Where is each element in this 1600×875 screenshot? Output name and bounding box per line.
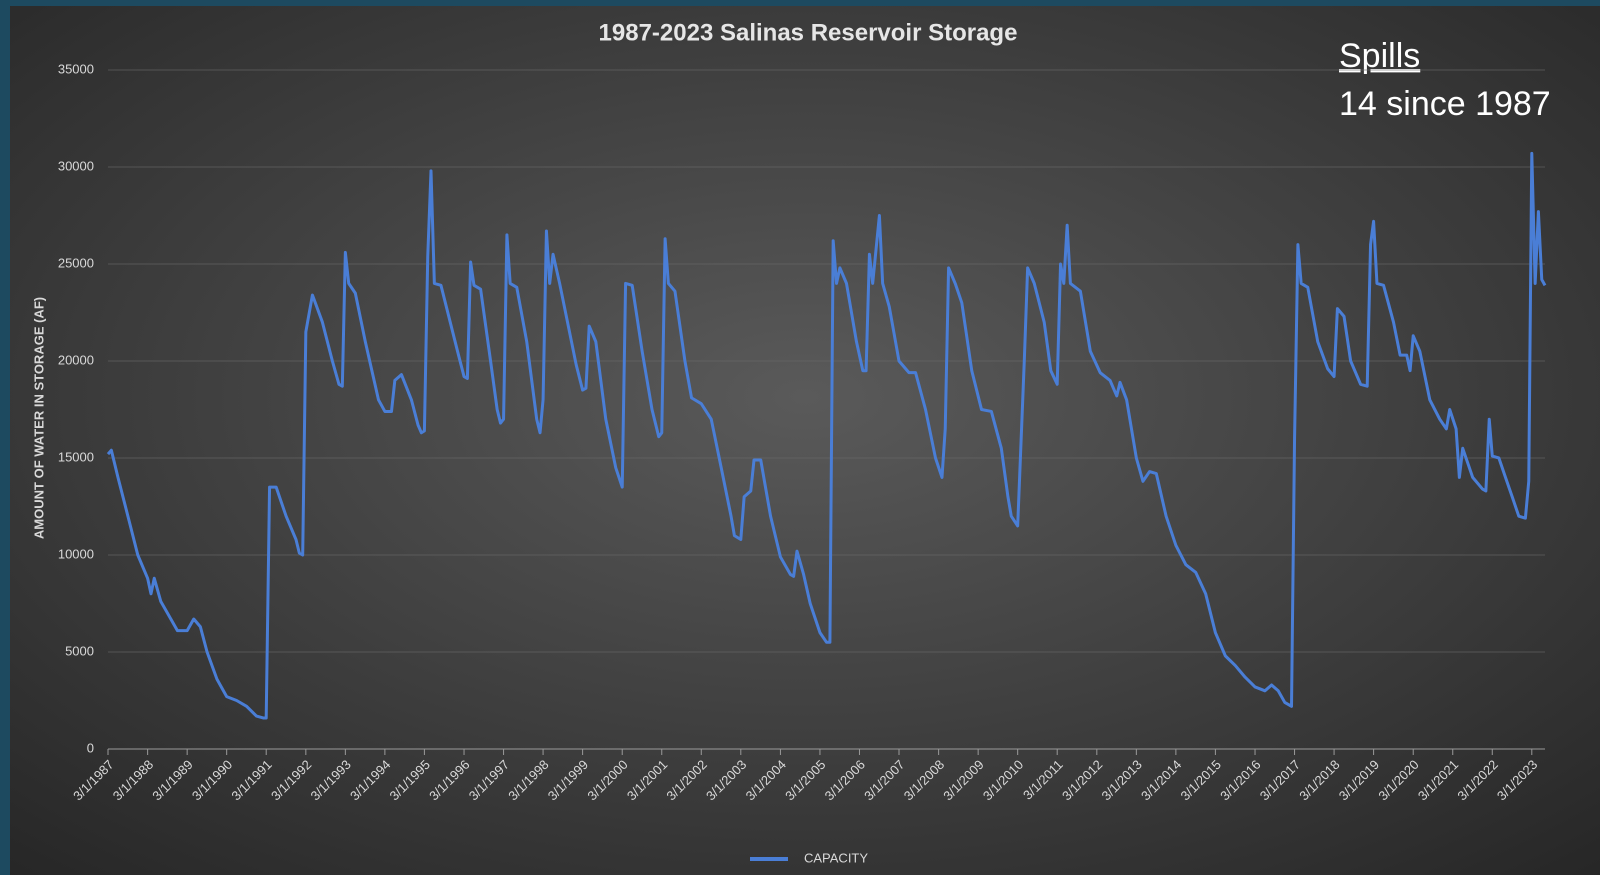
y-tick-label: 0	[87, 740, 94, 755]
y-tick-label: 35000	[58, 61, 94, 76]
y-tick-label: 5000	[65, 643, 94, 658]
annotation-heading: Spills	[1339, 37, 1420, 75]
y-tick-label: 10000	[58, 546, 94, 561]
chart-title: 1987-2023 Salinas Reservoir Storage	[599, 19, 1018, 46]
data-line	[106, 151, 1547, 720]
y-tick-label: 15000	[58, 449, 94, 464]
y-tick-label: 20000	[58, 352, 94, 367]
y-tick-label: 30000	[58, 158, 94, 173]
y-tick-label: 25000	[58, 255, 94, 270]
y-axis-label: AMOUNT OF WATER IN STORAGE (AF)	[31, 297, 46, 539]
annotation-text: 14 since 1987	[1339, 85, 1551, 123]
plot-background	[10, 6, 1600, 875]
legend-label: CAPACITY	[804, 850, 868, 865]
